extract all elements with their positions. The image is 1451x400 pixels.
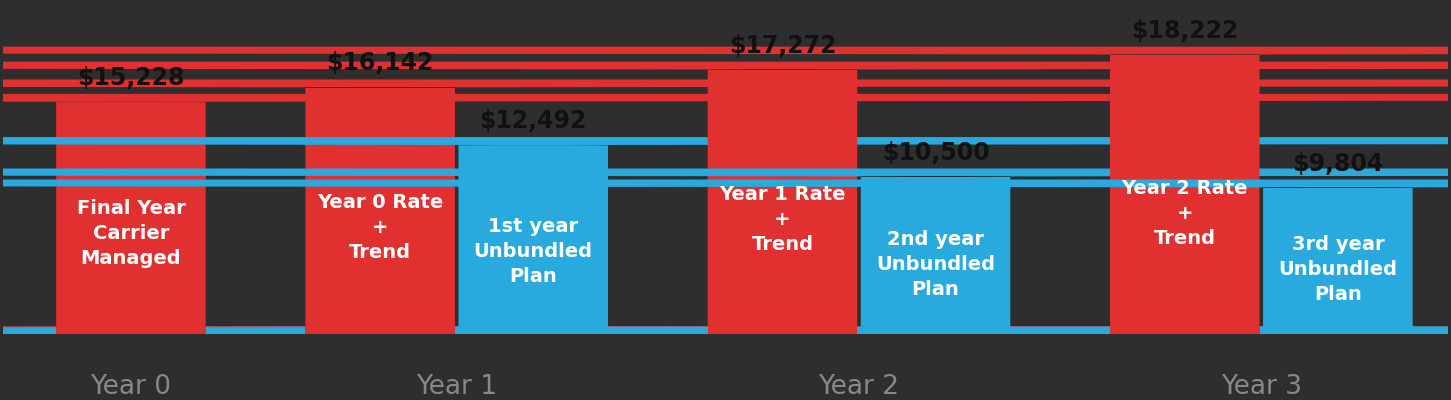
Text: Year 1 Rate
+
Trend: Year 1 Rate + Trend bbox=[720, 185, 846, 254]
Text: Year 3: Year 3 bbox=[1220, 374, 1302, 400]
Bar bbox=[57, 326, 206, 334]
Text: $12,492: $12,492 bbox=[480, 109, 588, 133]
Bar bbox=[708, 326, 858, 334]
Text: Year 2: Year 2 bbox=[818, 374, 900, 400]
Bar bbox=[305, 326, 456, 334]
FancyBboxPatch shape bbox=[0, 62, 1451, 334]
FancyBboxPatch shape bbox=[0, 94, 1451, 334]
Text: Year 1: Year 1 bbox=[416, 374, 498, 400]
Text: Year 2 Rate
+
Trend: Year 2 Rate + Trend bbox=[1122, 179, 1248, 248]
FancyBboxPatch shape bbox=[0, 47, 1451, 334]
Bar bbox=[1262, 326, 1413, 334]
Text: $16,142: $16,142 bbox=[326, 52, 434, 76]
Text: 3rd year
Unbundled
Plan: 3rd year Unbundled Plan bbox=[1278, 235, 1397, 304]
Text: $9,804: $9,804 bbox=[1293, 152, 1383, 176]
Text: 1st year
Unbundled
Plan: 1st year Unbundled Plan bbox=[473, 217, 593, 286]
Text: $17,272: $17,272 bbox=[728, 34, 836, 58]
FancyBboxPatch shape bbox=[0, 180, 1451, 334]
Bar bbox=[860, 326, 1010, 334]
Text: Final Year
Carrier
Managed: Final Year Carrier Managed bbox=[77, 199, 186, 268]
Text: Year 0: Year 0 bbox=[90, 374, 171, 400]
Bar bbox=[459, 326, 608, 334]
Text: $15,228: $15,228 bbox=[77, 66, 184, 90]
FancyBboxPatch shape bbox=[0, 137, 1451, 334]
FancyBboxPatch shape bbox=[0, 80, 1451, 334]
Text: 2nd year
Unbundled
Plan: 2nd year Unbundled Plan bbox=[876, 230, 995, 299]
Text: $10,500: $10,500 bbox=[882, 140, 990, 164]
Text: $18,222: $18,222 bbox=[1132, 19, 1239, 43]
Text: Year 0 Rate
+
Trend: Year 0 Rate + Trend bbox=[316, 193, 444, 262]
FancyBboxPatch shape bbox=[0, 168, 1451, 334]
Bar bbox=[1110, 326, 1259, 334]
